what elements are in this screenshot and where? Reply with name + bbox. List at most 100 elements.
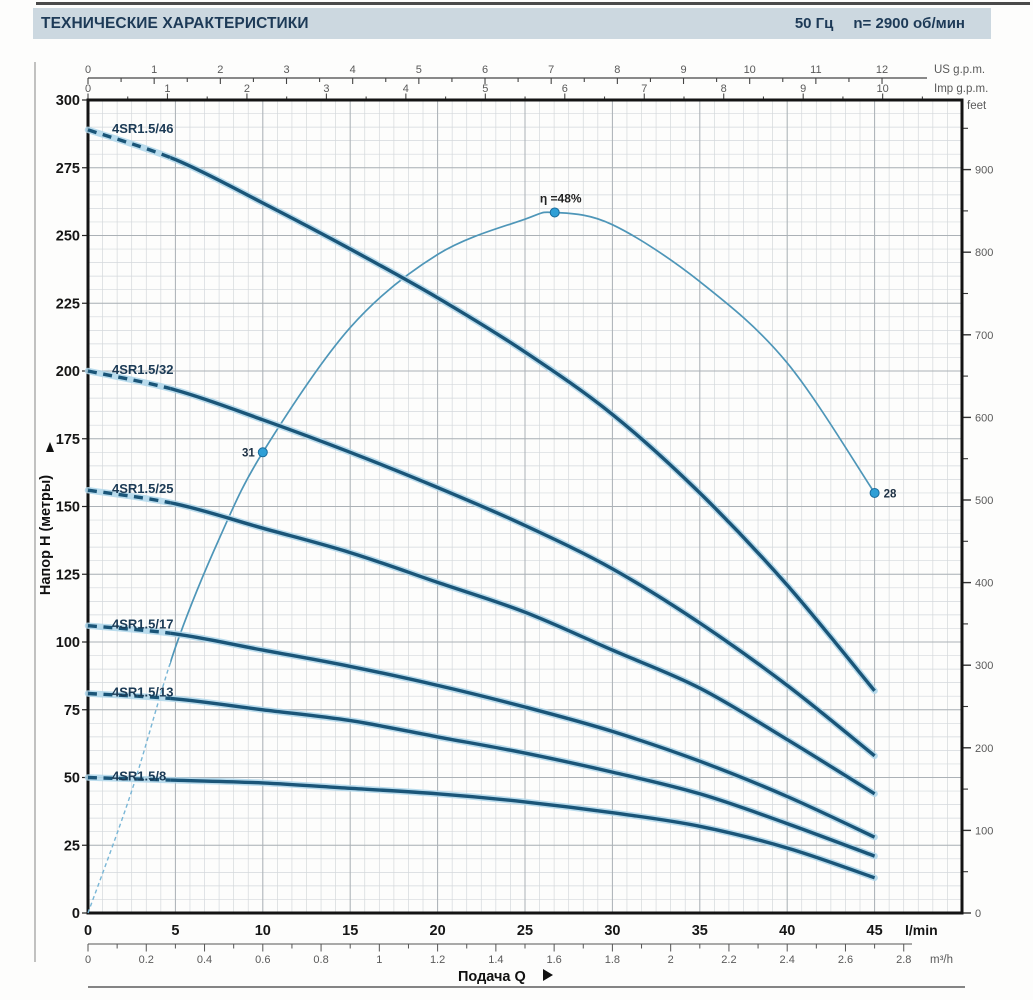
feet-tick-label: 200 [975,743,993,755]
head-m-tick-label: 250 [56,229,80,245]
lmin-tick-label: 40 [779,923,795,939]
efficiency-marker: 31 [242,447,268,459]
lmin-tick-label: 25 [517,923,533,939]
head-m-tick-label: 150 [56,500,80,516]
axis-imp-gpm: 0 1 2 3 4 5 6 7 8 9 10 Imp g.p.m. [85,83,988,100]
feet-tick-label: 800 [975,247,993,259]
lmin-tick-label: 5 [171,923,179,939]
header-specs: 50 Гц n= 2900 об/мин [795,15,965,32]
head-m-tick-label: 175 [56,432,80,448]
imp-gpm-tick-label: 3 [323,83,329,95]
us-gpm-tick-label: 7 [548,64,554,76]
imp-gpm-unit-label: Imp g.p.m. [934,83,988,95]
m3h-tick-label: 1.6 [546,954,561,966]
pump-curve-4SR1-5-25: 4SR1.5/25 [84,481,878,798]
m3h-tick-label: 0.6 [255,954,270,966]
figure-borders [34,62,965,988]
curve-solid-segment [170,155,876,692]
page-title: ТЕХНИЧЕСКИЕ ХАРАКТЕРИСТИКИ [41,14,309,32]
axis-us-gpm: 0 1 2 3 4 5 6 7 8 9 10 11 12 US g.p.m. [85,64,985,84]
head-m-tick-label: 100 [56,635,80,651]
frequency-value: 50 Гц [794,15,834,32]
efficiency-marker: η =48% [540,191,582,218]
m3h-tick-label: 2 [668,954,674,966]
imp-gpm-tick-label: 6 [562,83,568,95]
m3h-tick-label: 2.2 [721,954,736,966]
curve-solid-segment [170,386,876,758]
m3h-tick-label: 2.4 [780,954,795,966]
pump-curve-4SR1-5-32: 4SR1.5/32 [84,362,878,760]
head-m-tick-label: 75 [64,703,80,719]
m3h-tick-label: 0.2 [139,954,154,966]
lmin-tick-label: 15 [342,923,358,939]
imp-gpm-tick-label: 5 [482,83,488,95]
efficiency-markers: 31 η =48% 28 [242,191,897,500]
imp-gpm-tick-label: 9 [800,83,806,95]
imp-gpm-tick-label: 4 [403,83,409,95]
pump-curve-4SR1-5-8: 4SR1.5/8 [84,769,878,882]
m3h-tick-label: 0.8 [313,954,328,966]
efficiency-point-icon [549,207,560,218]
head-m-tick-label: 25 [64,838,80,854]
axis-head-m: 0 25 50 75 100 125 150 175 200 225 250 275 300 [56,93,88,922]
curve-label: 4SR1.5/17 [112,617,173,632]
us-gpm-tick-label: 3 [283,64,289,76]
efficiency-marker: 28 [869,487,897,500]
head-m-tick-label: 225 [56,296,80,312]
head-m-tick-label: 125 [56,567,80,583]
feet-tick-label: 500 [975,495,993,507]
head-m-tick-label: 50 [64,771,80,787]
x-axis-arrow-right-icon [543,969,553,981]
efficiency-curve [87,211,876,914]
us-gpm-tick-label: 5 [416,64,422,76]
imp-gpm-tick-label: 2 [244,83,250,95]
feet-tick-label: 300 [975,660,993,672]
feet-tick-label: 700 [975,330,993,342]
us-gpm-tick-label: 4 [350,64,356,76]
us-gpm-tick-label: 12 [876,64,888,76]
curve-label: 4SR1.5/13 [112,684,173,699]
y-axis-title: Напор H (метры) [38,475,54,595]
lmin-tick-label: 10 [255,923,271,939]
curve-label: 4SR1.5/46 [112,121,173,136]
axis-lmin: 0 5 10 15 20 25 30 35 40 45 l/min [84,922,938,939]
lmin-unit-label: l/min [905,922,938,938]
curve-label: 4SR1.5/8 [112,769,166,784]
imp-gpm-tick-label: 10 [877,83,889,95]
efficiency-max-label: η =48% [540,191,582,205]
lmin-tick-label: 0 [84,923,92,939]
us-gpm-tick-label: 6 [482,64,488,76]
feet-unit-label: feet [967,100,987,112]
efficiency-curve-solid-segment [170,211,876,666]
lmin-tick-label: 30 [604,923,620,939]
pump-curves: 4SR1.5/46 4SR1.5/32 4SR1.5/25 4SR1.5/17 4SR1… [84,121,878,882]
curve-label: 4SR1.5/32 [112,362,173,377]
curve-solid-segment [170,778,876,880]
grid [87,99,963,914]
us-gpm-unit-label: US g.p.m. [934,64,985,76]
curve-label: 4SR1.5/25 [112,481,173,496]
axis-feet: 0 100 200 300 400 500 600 700 800 900 feet [962,100,993,920]
pump-curve-4SR1-5-17: 4SR1.5/17 [84,617,878,841]
m3h-tick-label: 1.4 [488,954,503,966]
m3h-tick-label: 1.8 [605,954,620,966]
plot-frame [86,98,964,915]
speed-value: n= 2900 об/мин [853,15,965,32]
head-m-tick-label: 300 [56,93,80,109]
header-bar: ТЕХНИЧЕСКИЕ ХАРАКТЕРИСТИКИ 50 Гц n= 2900… [33,8,991,39]
x-axis-title: Подача Q [458,969,526,985]
us-gpm-tick-label: 0 [85,64,91,76]
feet-tick-label: 0 [975,908,981,920]
m3h-tick-label: 1.2 [430,954,445,966]
lmin-tick-label: 45 [867,923,883,939]
m3h-tick-label: 2.6 [838,954,853,966]
curve-solid-segment [170,696,876,858]
us-gpm-tick-label: 11 [810,64,821,76]
m3h-tick-label: 0 [85,954,91,966]
m3h-tick-label: 0.4 [197,954,212,966]
head-m-tick-label: 200 [56,364,80,380]
us-gpm-tick-label: 8 [614,64,620,76]
axis-titles: Подача Q Напор H (метры) [38,442,553,985]
us-gpm-tick-label: 1 [151,64,157,76]
